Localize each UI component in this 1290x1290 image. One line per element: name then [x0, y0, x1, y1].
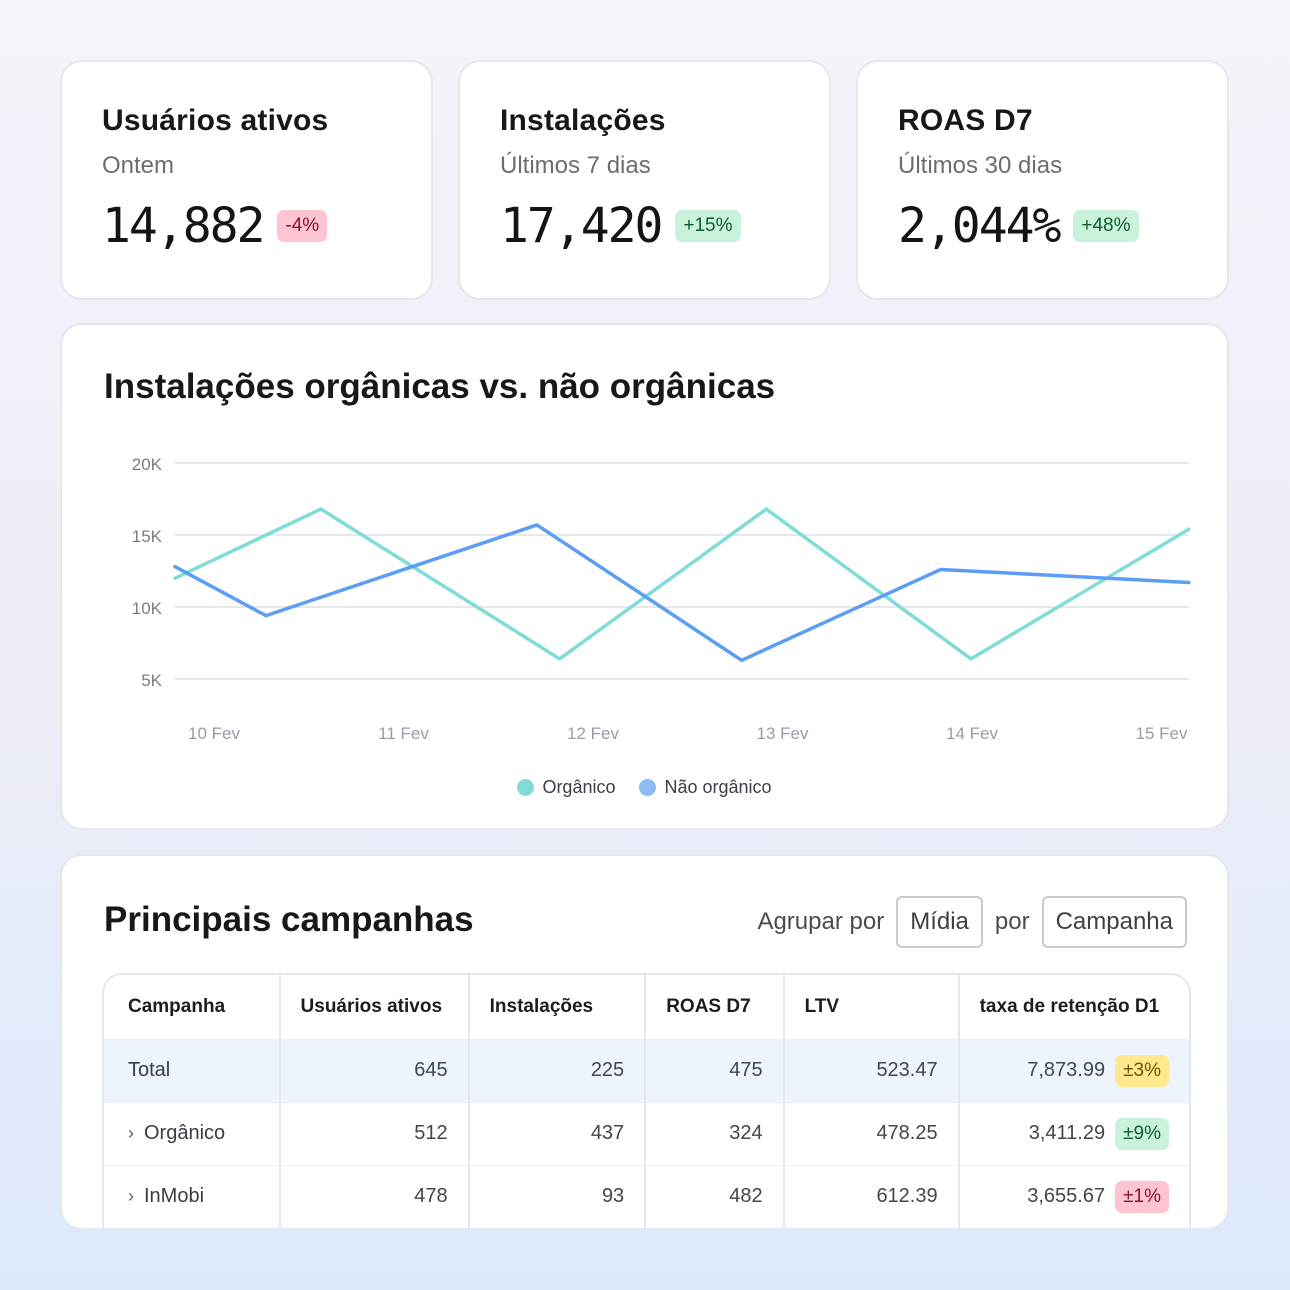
- chart-legend: Orgânico Não orgânico: [62, 777, 1227, 798]
- x-tick-label: 12 Fev: [567, 724, 619, 743]
- cell-users: 645: [279, 1038, 470, 1102]
- legend-label: Não orgânico: [664, 777, 772, 797]
- cell-ltv: 612.39: [783, 1164, 960, 1228]
- kpi-delta-badge: -4%: [277, 210, 328, 242]
- group-by-campaign-select[interactable]: Campanha: [1041, 896, 1187, 948]
- cell-campaign: › InMobi: [104, 1164, 281, 1228]
- kpi-delta-badge: +48%: [1073, 210, 1139, 242]
- cell-roas: 475: [645, 1038, 785, 1102]
- campaign-name: Total: [128, 1059, 171, 1081]
- cell-retention: 3,411.29 ±9%: [958, 1101, 1189, 1165]
- retention-value: 3,411.29: [1028, 1122, 1106, 1144]
- kpi-subtitle: Ontem: [102, 152, 175, 179]
- cell-roas: 482: [645, 1164, 785, 1228]
- campaign-name: Orgânico: [144, 1122, 226, 1144]
- kpi-title: Usuários ativos: [102, 104, 329, 137]
- cell-ltv: 523.47: [783, 1038, 960, 1102]
- campaigns-table: Campanha Usuários ativos Instalações ROA…: [104, 975, 1189, 1228]
- x-tick-label: 11 Fev: [378, 724, 429, 743]
- kpi-delta-badge: +15%: [675, 210, 741, 242]
- legend-item-organic[interactable]: Orgânico: [517, 777, 615, 798]
- kpi-card-installs: Instalações Últimos 7 dias 17,420 +15%: [458, 60, 831, 300]
- cell-campaign: › Orgânico: [104, 1101, 281, 1165]
- legend-label: Orgânico: [542, 777, 616, 797]
- legend-swatch-organic: [517, 779, 535, 796]
- chart-title: Instalações orgânicas vs. não orgânicas: [104, 367, 776, 406]
- kpi-title: Instalações: [500, 104, 666, 137]
- group-by-controls: Agrupar por Mídia por Campanha: [757, 896, 1187, 948]
- campaigns-card: Principais campanhas Agrupar por Mídia p…: [60, 854, 1229, 1230]
- group-by-media-select[interactable]: Mídia: [896, 896, 983, 948]
- table-row-total[interactable]: Total 645 225 475 523.47 7,873.99 ±3%: [104, 1038, 1189, 1102]
- cell-users: 478: [279, 1164, 470, 1228]
- kpi-subtitle: Últimos 7 dias: [500, 152, 651, 179]
- retention-delta-badge: ±1%: [1115, 1180, 1169, 1213]
- legend-item-non-organic[interactable]: Não orgânico: [639, 777, 772, 798]
- retention-value: 7,873.99: [1027, 1059, 1106, 1081]
- legend-swatch-non-organic: [639, 779, 657, 796]
- kpi-value: 14,882: [102, 198, 265, 254]
- campaigns-title: Principais campanhas: [104, 900, 474, 939]
- expand-chevron-icon[interactable]: ›: [128, 1186, 134, 1207]
- x-tick-label: 13 Fev: [757, 724, 809, 743]
- installs-chart-card: Instalações orgânicas vs. não orgânicas …: [60, 323, 1229, 830]
- column-header-roas[interactable]: ROAS D7: [645, 975, 785, 1039]
- kpi-card-active-users: Usuários ativos Ontem 14,882 -4%: [60, 60, 433, 300]
- kpi-subtitle: Últimos 30 dias: [898, 152, 1063, 179]
- retention-delta-badge: ±9%: [1115, 1117, 1169, 1150]
- kpi-card-roas: ROAS D7 Últimos 30 dias 2,044% +48%: [856, 60, 1229, 300]
- y-tick-label: 10K: [132, 599, 163, 618]
- series-line-org-nico: [173, 507, 1191, 661]
- cell-installs: 225: [468, 1038, 647, 1102]
- cell-users: 512: [279, 1101, 470, 1165]
- table-row-inmobi[interactable]: › InMobi 478 93 482 612.39 3,655.67 ±1%: [104, 1164, 1189, 1228]
- x-tick-label: 10 Fev: [188, 724, 240, 743]
- x-tick-label: 15 Fev: [1136, 724, 1188, 743]
- line-chart: 20K 15K 10K 5K 10 Fev 11 Fev 12 Fev 13 Fev 14 Fe…: [132, 455, 1191, 743]
- campaigns-table-wrapper: Campanha Usuários ativos Instalações ROA…: [102, 973, 1191, 1228]
- series-line-n-o-org-nico: [173, 523, 1191, 663]
- y-tick-label: 20K: [132, 455, 163, 474]
- y-tick-label: 5K: [141, 671, 162, 690]
- y-tick-label: 15K: [132, 527, 163, 546]
- cell-retention: 7,873.99 ±3%: [958, 1038, 1189, 1102]
- table-header-row: Campanha Usuários ativos Instalações ROA…: [104, 975, 1189, 1039]
- table-row-organic[interactable]: › Orgânico 512 437 324 478.25 3,411.29 ±9%: [104, 1101, 1189, 1165]
- column-header-ltv[interactable]: LTV: [783, 975, 960, 1039]
- cell-roas: 324: [645, 1101, 785, 1165]
- cell-installs: 93: [468, 1164, 647, 1228]
- column-header-campaign[interactable]: Campanha: [104, 975, 281, 1039]
- column-header-active-users[interactable]: Usuários ativos: [279, 975, 470, 1039]
- cell-campaign: Total: [104, 1038, 281, 1102]
- column-header-retention[interactable]: taxa de retenção D1: [979, 995, 1160, 1017]
- cell-retention: 3,655.67 ±1%: [958, 1164, 1189, 1228]
- column-header-installs[interactable]: Instalações: [468, 975, 647, 1039]
- group-by-label: Agrupar por: [757, 908, 885, 935]
- expand-chevron-icon[interactable]: ›: [128, 1123, 134, 1143]
- retention-value: 3,655.67: [1027, 1185, 1106, 1208]
- kpi-value: 17,420: [500, 198, 663, 254]
- cell-installs: 437: [468, 1101, 647, 1165]
- retention-delta-badge: ±3%: [1115, 1054, 1169, 1087]
- x-tick-label: 14 Fev: [946, 724, 998, 743]
- campaign-name: InMobi: [144, 1185, 205, 1208]
- group-by-separator: por: [994, 908, 1030, 935]
- kpi-title: ROAS D7: [898, 104, 1033, 137]
- cell-ltv: 478.25: [783, 1101, 960, 1165]
- kpi-value: 2,044%: [898, 198, 1061, 254]
